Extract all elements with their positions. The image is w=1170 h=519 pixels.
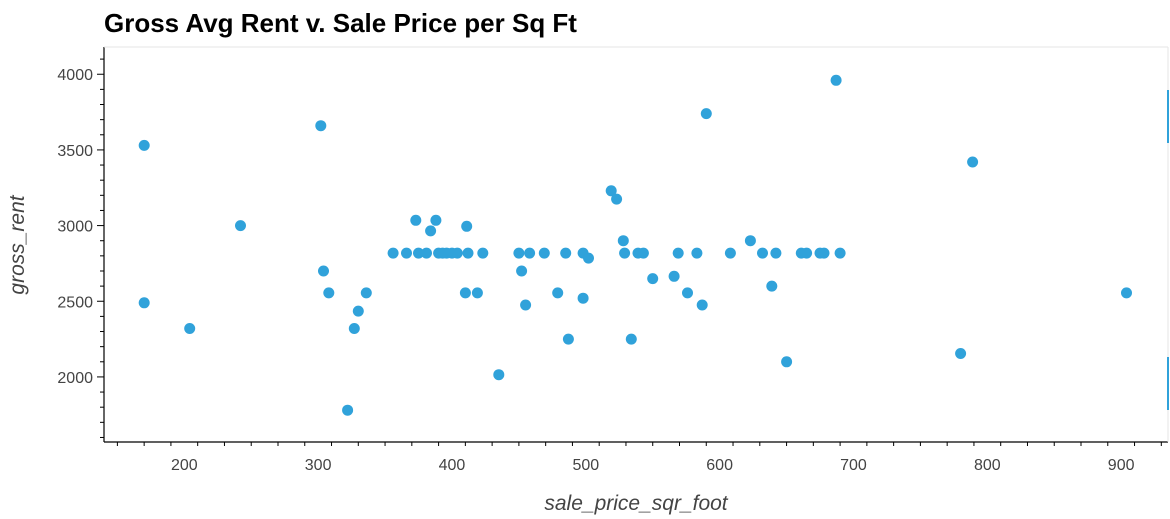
data-point <box>560 247 572 259</box>
data-point <box>425 225 437 237</box>
data-point <box>625 333 637 345</box>
data-point <box>459 287 471 299</box>
y-axis: 2000 2500 3000 3500 4000 <box>57 47 105 442</box>
data-point <box>757 247 768 259</box>
data-point <box>967 156 979 168</box>
data-point <box>583 252 594 264</box>
data-point <box>766 280 778 292</box>
data-point <box>520 299 532 311</box>
y-tick-label: 4000 <box>57 67 93 84</box>
x-axis: 200 300 400 500 600 700 800 900 <box>104 441 1168 474</box>
data-point <box>461 220 473 232</box>
data-point <box>801 247 813 259</box>
data-point <box>691 247 703 259</box>
data-point <box>1121 287 1132 299</box>
data-point <box>770 247 782 259</box>
data-point <box>524 247 536 259</box>
data-point <box>818 247 830 259</box>
data-point <box>401 247 412 259</box>
chart-title: Gross Avg Rent v. Sale Price per Sq Ft <box>104 8 577 38</box>
data-point <box>647 273 659 285</box>
data-point <box>637 247 649 259</box>
x-axis-label: sale_price_sqr_foot <box>544 492 728 515</box>
data-point <box>471 287 483 299</box>
y-tick-label: 3000 <box>57 219 93 236</box>
data-point <box>462 247 474 259</box>
x-tick-label: 200 <box>171 457 198 474</box>
data-point <box>617 235 629 247</box>
data-point <box>315 120 327 132</box>
data-point <box>360 287 372 299</box>
data-point <box>562 333 574 345</box>
data-point <box>352 305 364 317</box>
x-tick-label: 500 <box>572 457 599 474</box>
data-point <box>830 74 842 86</box>
data-point <box>955 348 967 359</box>
data-point <box>323 287 335 299</box>
data-point <box>138 139 150 151</box>
data-point <box>724 247 736 259</box>
y-tick-label: 2000 <box>57 370 93 387</box>
data-point <box>421 247 432 259</box>
data-point <box>184 323 196 334</box>
data-point <box>410 214 422 226</box>
y-tick-label: 3500 <box>57 143 93 160</box>
data-point <box>619 247 631 259</box>
data-point <box>700 108 712 120</box>
x-tick-label: 900 <box>1108 457 1135 474</box>
data-point <box>387 247 399 259</box>
data-point <box>538 247 550 259</box>
data-point <box>342 404 354 416</box>
data-point <box>577 292 589 304</box>
x-tick-label: 800 <box>974 457 1001 474</box>
data-point <box>668 270 680 282</box>
data-point <box>477 247 489 259</box>
data-point <box>696 299 708 311</box>
data-point <box>834 247 846 259</box>
data-point <box>138 297 150 309</box>
data-point <box>318 265 329 277</box>
data-point <box>781 356 793 368</box>
y-tick-label: 2500 <box>57 294 93 311</box>
data-point <box>513 247 525 259</box>
data-point <box>348 323 360 334</box>
data-point <box>451 247 463 259</box>
data-point <box>672 247 684 259</box>
data-point <box>516 265 528 277</box>
x-tick-label: 400 <box>439 457 466 474</box>
scatter-points <box>138 74 1132 416</box>
data-point <box>552 287 564 299</box>
data-point <box>413 247 424 259</box>
x-tick-label: 700 <box>840 457 867 474</box>
data-point <box>611 193 623 205</box>
data-point <box>744 235 756 247</box>
x-tick-label: 300 <box>305 457 332 474</box>
data-point <box>430 214 442 226</box>
data-point <box>605 185 617 197</box>
data-point <box>493 369 505 381</box>
y-axis-label: gross_rent <box>6 194 29 294</box>
data-point <box>235 220 246 232</box>
data-point <box>682 287 693 299</box>
x-tick-label: 600 <box>706 457 733 474</box>
